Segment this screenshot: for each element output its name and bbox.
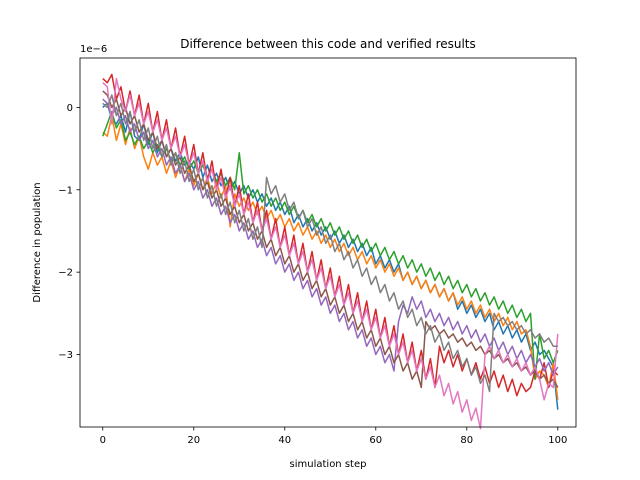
ticks-layer: 0 20 40 60 80 100 0 −1 −2 −3 (58, 103, 567, 446)
y-tick-label: 0 (67, 103, 73, 114)
series-line-1 (102, 102, 559, 410)
series-line-6 (102, 90, 559, 389)
x-tick-label: 0 (100, 435, 106, 446)
y-tick-label: −2 (58, 268, 73, 279)
x-axis-label: simulation step (290, 459, 367, 470)
x-tick-label: 20 (187, 435, 200, 446)
x-tick-label: 80 (460, 435, 473, 446)
y-tick-label: −1 (58, 185, 73, 196)
x-tick-label: 100 (548, 435, 567, 446)
y-tick-label: −3 (58, 350, 73, 361)
x-tick-label: 40 (278, 435, 291, 446)
series-line-8 (102, 94, 558, 393)
series-line-7 (102, 77, 559, 430)
plot-area-frame (79, 57, 577, 428)
chart-title: Difference between this code and verifie… (180, 37, 476, 51)
y-axis-offset-text: 1e−6 (80, 44, 107, 55)
y-axis-label: Difference in population (32, 182, 43, 302)
x-tick-label: 60 (369, 435, 382, 446)
series-layer (102, 73, 559, 430)
